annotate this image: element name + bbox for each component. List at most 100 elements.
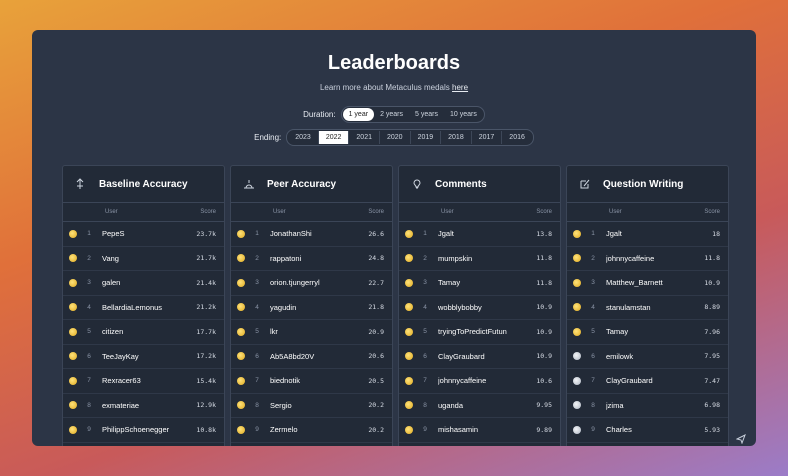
username[interactable]: Charles <box>606 425 632 435</box>
username[interactable]: biednotik <box>270 376 301 386</box>
username[interactable]: Rexracer63 <box>102 376 141 386</box>
username[interactable]: ClayGraubard <box>438 351 485 361</box>
username[interactable]: stanulamstan <box>606 302 651 312</box>
username[interactable]: Zermelo <box>270 425 298 435</box>
leaderboard-row[interactable]: 4 stanulamstan 8.89 <box>567 296 728 320</box>
username[interactable]: mumpskin <box>438 253 473 263</box>
username[interactable]: yagudin <box>270 302 297 312</box>
leaderboard-row[interactable]: 3 orion.tjungerryl 22.7 <box>231 271 392 296</box>
send-icon[interactable] <box>736 434 746 444</box>
leaderboard-row[interactable]: 2 Vang 21.7k <box>63 247 224 271</box>
duration-option[interactable]: 10 years <box>450 111 477 118</box>
duration-option[interactable]: 1 year <box>342 108 375 121</box>
leaderboard-row[interactable]: 6 ClayGraubard 10.9 <box>399 345 560 369</box>
leaderboard-row[interactable]: 9 Charles 5.93 <box>567 418 728 443</box>
leaderboard-row[interactable]: 1 Jgalt 13.8 <box>399 222 560 247</box>
leaderboard-row[interactable]: 10MaciekK10.3k <box>63 443 224 447</box>
leaderboard-row[interactable]: 4 wobblybobby 10.9 <box>399 296 560 320</box>
medals-link[interactable]: here <box>452 83 469 92</box>
leaderboard-row[interactable]: 9 PhilippSchoenegger 10.8k <box>63 418 224 443</box>
leaderboard-row[interactable]: 8 uganda 9.95 <box>399 394 560 418</box>
username[interactable]: exmateriae <box>102 400 140 410</box>
leaderboard: Comments User Score 1 Jgalt 13.8 2 mumpskin 11.8… <box>398 165 561 446</box>
score: 12.9k <box>196 401 216 410</box>
leaderboard-row[interactable]: 1 PepeS 23.7k <box>63 222 224 247</box>
username[interactable]: Vang <box>102 253 119 263</box>
username[interactable]: PhilippSchoenegger <box>102 425 170 435</box>
leaderboard-row[interactable]: 3 galen 21.4k <box>63 271 224 296</box>
leaderboard-row[interactable]: 9 Zermelo 20.2 <box>231 418 392 443</box>
leaderboard-row[interactable]: 7 johnnycaffeine 10.6 <box>399 369 560 394</box>
leaderboard-row[interactable]: 2 johnnycaffeine 11.8 <box>567 247 728 271</box>
leaderboard-row[interactable]: 4 yagudin 21.8 <box>231 296 392 320</box>
username[interactable]: johnnycaffeine <box>438 376 487 386</box>
leaderboard-row[interactable]: 9 mishasamin 9.89 <box>399 418 560 443</box>
username[interactable]: johnnycaffeine <box>606 253 655 263</box>
username[interactable]: ClayGraubard <box>606 376 653 386</box>
username[interactable]: wobblybobby <box>438 302 482 312</box>
username[interactable]: jzima <box>606 400 624 410</box>
username[interactable]: orion.tjungerryl <box>270 278 320 288</box>
username[interactable]: uganda <box>438 400 464 410</box>
rank: 9 <box>87 426 91 434</box>
username[interactable]: Tamay <box>606 327 629 337</box>
medal <box>405 376 413 385</box>
username[interactable]: mishasamin <box>438 425 479 435</box>
username[interactable]: lkr <box>270 327 278 337</box>
leaderboard-row[interactable]: 10ege_erdil19.8 <box>231 443 392 447</box>
username[interactable]: citizen <box>102 327 124 337</box>
leaderboard-row[interactable]: 5 Tamay 7.96 <box>567 320 728 345</box>
leaderboard-row[interactable]: 3 Tamay 11.8 <box>399 271 560 296</box>
leaderboard-row[interactable]: 1 Jgalt 18 <box>567 222 728 247</box>
username[interactable]: BellardiaLemonus <box>102 302 163 312</box>
leaderboard-row[interactable]: 2 rappatoni 24.8 <box>231 247 392 271</box>
username[interactable]: PepeS <box>102 229 125 239</box>
duration-option[interactable]: 2 years <box>380 111 404 118</box>
leaderboard-row[interactable]: 3 Matthew_Barnett 10.9 <box>567 271 728 296</box>
ending-option[interactable]: 2016 <box>501 131 532 144</box>
ending-option[interactable]: 2018 <box>440 131 471 144</box>
leaderboard-row[interactable]: 7 Rexracer63 15.4k <box>63 369 224 394</box>
username[interactable]: JonathanShi <box>270 229 312 239</box>
leaderboard-row[interactable]: 1 JonathanShi 26.6 <box>231 222 392 247</box>
leaderboard-row[interactable]: 5 lkr 20.9 <box>231 320 392 345</box>
ending-option[interactable]: 2021 <box>348 131 379 144</box>
ending-option[interactable]: 2020 <box>378 131 410 144</box>
username[interactable]: Tamay <box>438 278 461 288</box>
username[interactable]: rappatoni <box>270 253 302 263</box>
leaderboard-row[interactable]: 8 Sergio 20.2 <box>231 394 392 418</box>
duration-label: Duration: <box>303 110 336 119</box>
leaderboard-row[interactable]: 4 BellardiaLemonus 21.2k <box>63 296 224 320</box>
duration-option[interactable]: 5 years <box>415 111 438 118</box>
username[interactable]: Jgalt <box>606 229 622 239</box>
username[interactable]: Sergio <box>270 400 292 410</box>
board-icon <box>580 179 590 189</box>
leaderboard-row[interactable]: 6 TeeJayKay 17.2k <box>63 345 224 369</box>
ending-row: Ending: 2023 2022 2021 2020 2019 2018 2017 2016 <box>32 129 756 146</box>
leaderboard-row[interactable]: 2 mumpskin 11.8 <box>399 247 560 271</box>
leaderboard-row[interactable]: 6 Ab5A8bd20V 20.6 <box>231 345 392 369</box>
username[interactable]: Ab5A8bd20V <box>270 351 315 361</box>
username[interactable]: emilowk <box>606 351 634 361</box>
leaderboard-row[interactable]: 7 biednotik 20.5 <box>231 369 392 394</box>
leaderboard-row[interactable]: 5 citizen 17.7k <box>63 320 224 345</box>
ending-option[interactable]: 2019 <box>409 131 441 144</box>
username[interactable]: TeeJayKay <box>102 351 139 361</box>
leaderboard: Question Writing User Score 1 Jgalt 18 2 johnny… <box>566 165 729 446</box>
ending-option[interactable]: 2023 <box>295 134 311 141</box>
leaderboard-row[interactable]: 8 jzima 6.98 <box>567 394 728 418</box>
ending-option[interactable]: 2022 <box>317 131 349 144</box>
username[interactable]: Jgalt <box>438 229 454 239</box>
leaderboard-row[interactable]: 7 ClayGraubard 7.47 <box>567 369 728 394</box>
leaderboard-row[interactable]: 10alexlyzhov9.84 <box>399 443 560 447</box>
username[interactable]: Matthew_Barnett <box>606 278 663 288</box>
leaderboard-row[interactable]: 10jainlor5.78 <box>567 443 728 447</box>
leaderboard-row[interactable]: 5 tryingToPredictFutun 10.9 <box>399 320 560 345</box>
username[interactable]: galen <box>102 278 121 288</box>
username[interactable]: tryingToPredictFutun <box>438 327 507 337</box>
ending-option[interactable]: 2017 <box>470 131 502 144</box>
leaderboard-row[interactable]: 6 emilowk 7.95 <box>567 345 728 369</box>
column-score: Score <box>704 209 720 215</box>
leaderboard-row[interactable]: 8 exmateriae 12.9k <box>63 394 224 418</box>
column-score: Score <box>200 209 216 215</box>
